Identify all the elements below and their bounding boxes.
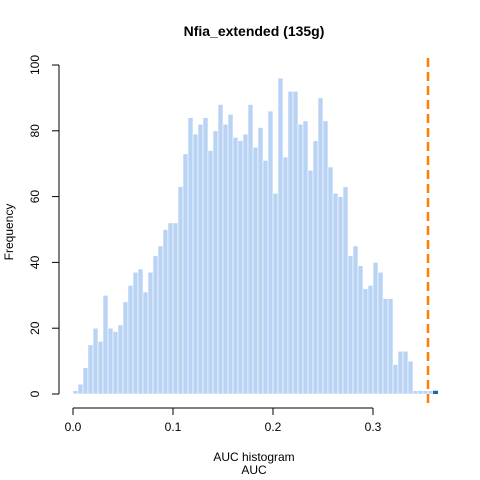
histogram-bar <box>187 117 194 395</box>
histogram-bar <box>227 114 234 395</box>
histogram-bar <box>177 186 184 395</box>
histogram-bar <box>327 166 334 395</box>
histogram-bar <box>237 140 244 395</box>
histogram-bar <box>342 186 349 395</box>
x-tick-label: 0.1 <box>165 420 182 434</box>
histogram-bar <box>292 91 299 395</box>
y-tick-label: 40 <box>28 255 42 269</box>
histogram-bar <box>262 160 269 395</box>
histogram-bar <box>142 291 149 395</box>
histogram-bar <box>127 285 134 395</box>
histogram-bar <box>222 123 229 395</box>
x-tick-label: 0.2 <box>265 420 282 434</box>
histogram-bar <box>252 146 259 395</box>
histogram-bar <box>137 268 144 395</box>
histogram-bar <box>352 245 359 395</box>
histogram-bar <box>197 123 204 395</box>
histogram-bar <box>97 341 104 395</box>
histogram-bar <box>242 133 249 395</box>
histogram-bar <box>357 265 364 395</box>
histogram-bar <box>422 390 429 395</box>
histogram-bar <box>132 271 139 395</box>
histogram-bar <box>402 350 409 395</box>
histogram-bar <box>202 117 209 395</box>
x-tick-label: 0.3 <box>365 420 382 434</box>
bars-group <box>72 58 439 407</box>
histogram-bar <box>317 97 324 395</box>
y-tick-label: 80 <box>28 124 42 138</box>
histogram-bar <box>267 110 274 395</box>
histogram-bar <box>392 364 399 395</box>
histogram-bar <box>322 120 329 395</box>
y-axis-label: Frequency <box>2 204 16 261</box>
histogram-bar <box>72 390 79 395</box>
y-tick-label: 100 <box>28 55 42 75</box>
histogram-bar <box>87 344 94 395</box>
histogram-bar <box>407 360 414 395</box>
highlight-bar <box>433 390 438 394</box>
histogram-bar <box>117 324 124 395</box>
histogram-bar <box>387 298 394 395</box>
histogram-bar <box>112 331 119 395</box>
histogram-bar <box>162 229 169 395</box>
histogram-bar <box>382 298 389 395</box>
histogram-bar <box>307 169 314 395</box>
histogram-bar <box>212 130 219 395</box>
histogram-bar <box>92 327 99 395</box>
histogram-bar <box>427 390 434 395</box>
histogram-bar <box>412 390 419 395</box>
y-tick-label: 20 <box>28 321 42 335</box>
histogram-bar <box>312 140 319 395</box>
histogram-bar <box>217 104 224 395</box>
x-axis: 0.0 0.1 0.2 0.3 <box>65 407 382 434</box>
histogram-bar <box>207 150 214 395</box>
histogram-bar <box>302 120 309 395</box>
histogram-bar <box>372 262 379 395</box>
x-axis-sublabel: AUC <box>241 463 267 477</box>
histogram-bar <box>367 285 374 395</box>
histogram-bar <box>282 156 289 395</box>
chart-title: Nfia_extended (135g) <box>184 23 325 39</box>
y-axis: 0 20 40 60 80 100 <box>28 55 60 397</box>
histogram-bar <box>337 196 344 395</box>
histogram-bar <box>77 383 84 395</box>
histogram-bar <box>82 367 89 395</box>
histogram-bar <box>147 271 154 395</box>
histogram-bar <box>332 193 339 395</box>
histogram-bar <box>272 193 279 395</box>
x-axis-label: AUC histogram <box>213 450 294 464</box>
histogram-bar <box>107 327 114 395</box>
histogram-bar <box>232 137 239 395</box>
histogram-bar <box>247 104 254 395</box>
histogram-bar <box>182 153 189 395</box>
histogram-bar <box>297 123 304 395</box>
histogram-bar <box>167 222 174 395</box>
histogram-bar <box>287 91 294 395</box>
y-tick-label: 60 <box>28 190 42 204</box>
histogram-bar <box>157 245 164 395</box>
histogram-bar <box>347 255 354 395</box>
histogram-bar <box>377 271 384 395</box>
histogram-bar <box>122 301 129 395</box>
histogram-bar <box>152 255 159 395</box>
histogram-bar <box>192 133 199 395</box>
histogram-bar <box>362 288 369 395</box>
histogram-bar <box>102 294 109 395</box>
histogram-bar <box>397 350 404 395</box>
histogram-bar <box>277 77 284 395</box>
histogram-bar <box>172 222 179 395</box>
x-tick-label: 0.0 <box>65 420 82 434</box>
histogram-bar <box>417 390 424 395</box>
y-tick-label: 0 <box>28 390 42 397</box>
histogram-bar <box>257 127 264 395</box>
